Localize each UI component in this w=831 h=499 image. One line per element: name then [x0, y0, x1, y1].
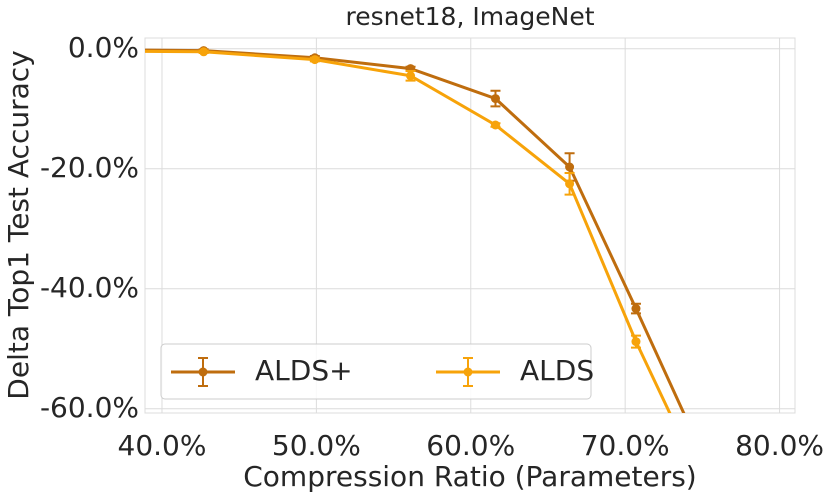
y-axis-label: Delta Top1 Test Accuracy [2, 50, 35, 399]
point [565, 179, 575, 189]
error-bar [697, 449, 707, 459]
point [490, 94, 500, 104]
x-tick-label: 70.0% [581, 429, 670, 462]
x-tick-label: 50.0% [272, 429, 361, 462]
point [565, 162, 575, 172]
point [698, 478, 707, 487]
x-axis-label: Compression Ratio (Parameters) [243, 460, 696, 493]
point [631, 337, 641, 347]
point [310, 55, 320, 65]
plot-area [145, 46, 707, 488]
legend-marker [198, 367, 208, 377]
legend-label: ALDS+ [255, 354, 353, 387]
plot-frame [144, 37, 796, 414]
point [698, 449, 707, 458]
chart-title: resnet18, ImageNet [345, 2, 594, 31]
point [199, 47, 209, 57]
y-tick-label: -60.0% [40, 391, 139, 424]
x-tick-label: 80.0% [735, 429, 824, 462]
y-tick-label: -20.0% [40, 151, 139, 184]
y-tick-label: -40.0% [40, 271, 139, 304]
legend-box [160, 343, 592, 400]
series-line [145, 49, 672, 413]
point [631, 304, 641, 314]
y-tick-label: 0.0% [68, 31, 139, 64]
legend-label: ALDS [520, 354, 594, 387]
legend-marker [463, 367, 473, 377]
point [406, 71, 416, 81]
x-tick-label: 40.0% [118, 429, 207, 462]
point [490, 120, 500, 130]
x-tick-label: 60.0% [426, 429, 515, 462]
error-bar [697, 476, 707, 488]
